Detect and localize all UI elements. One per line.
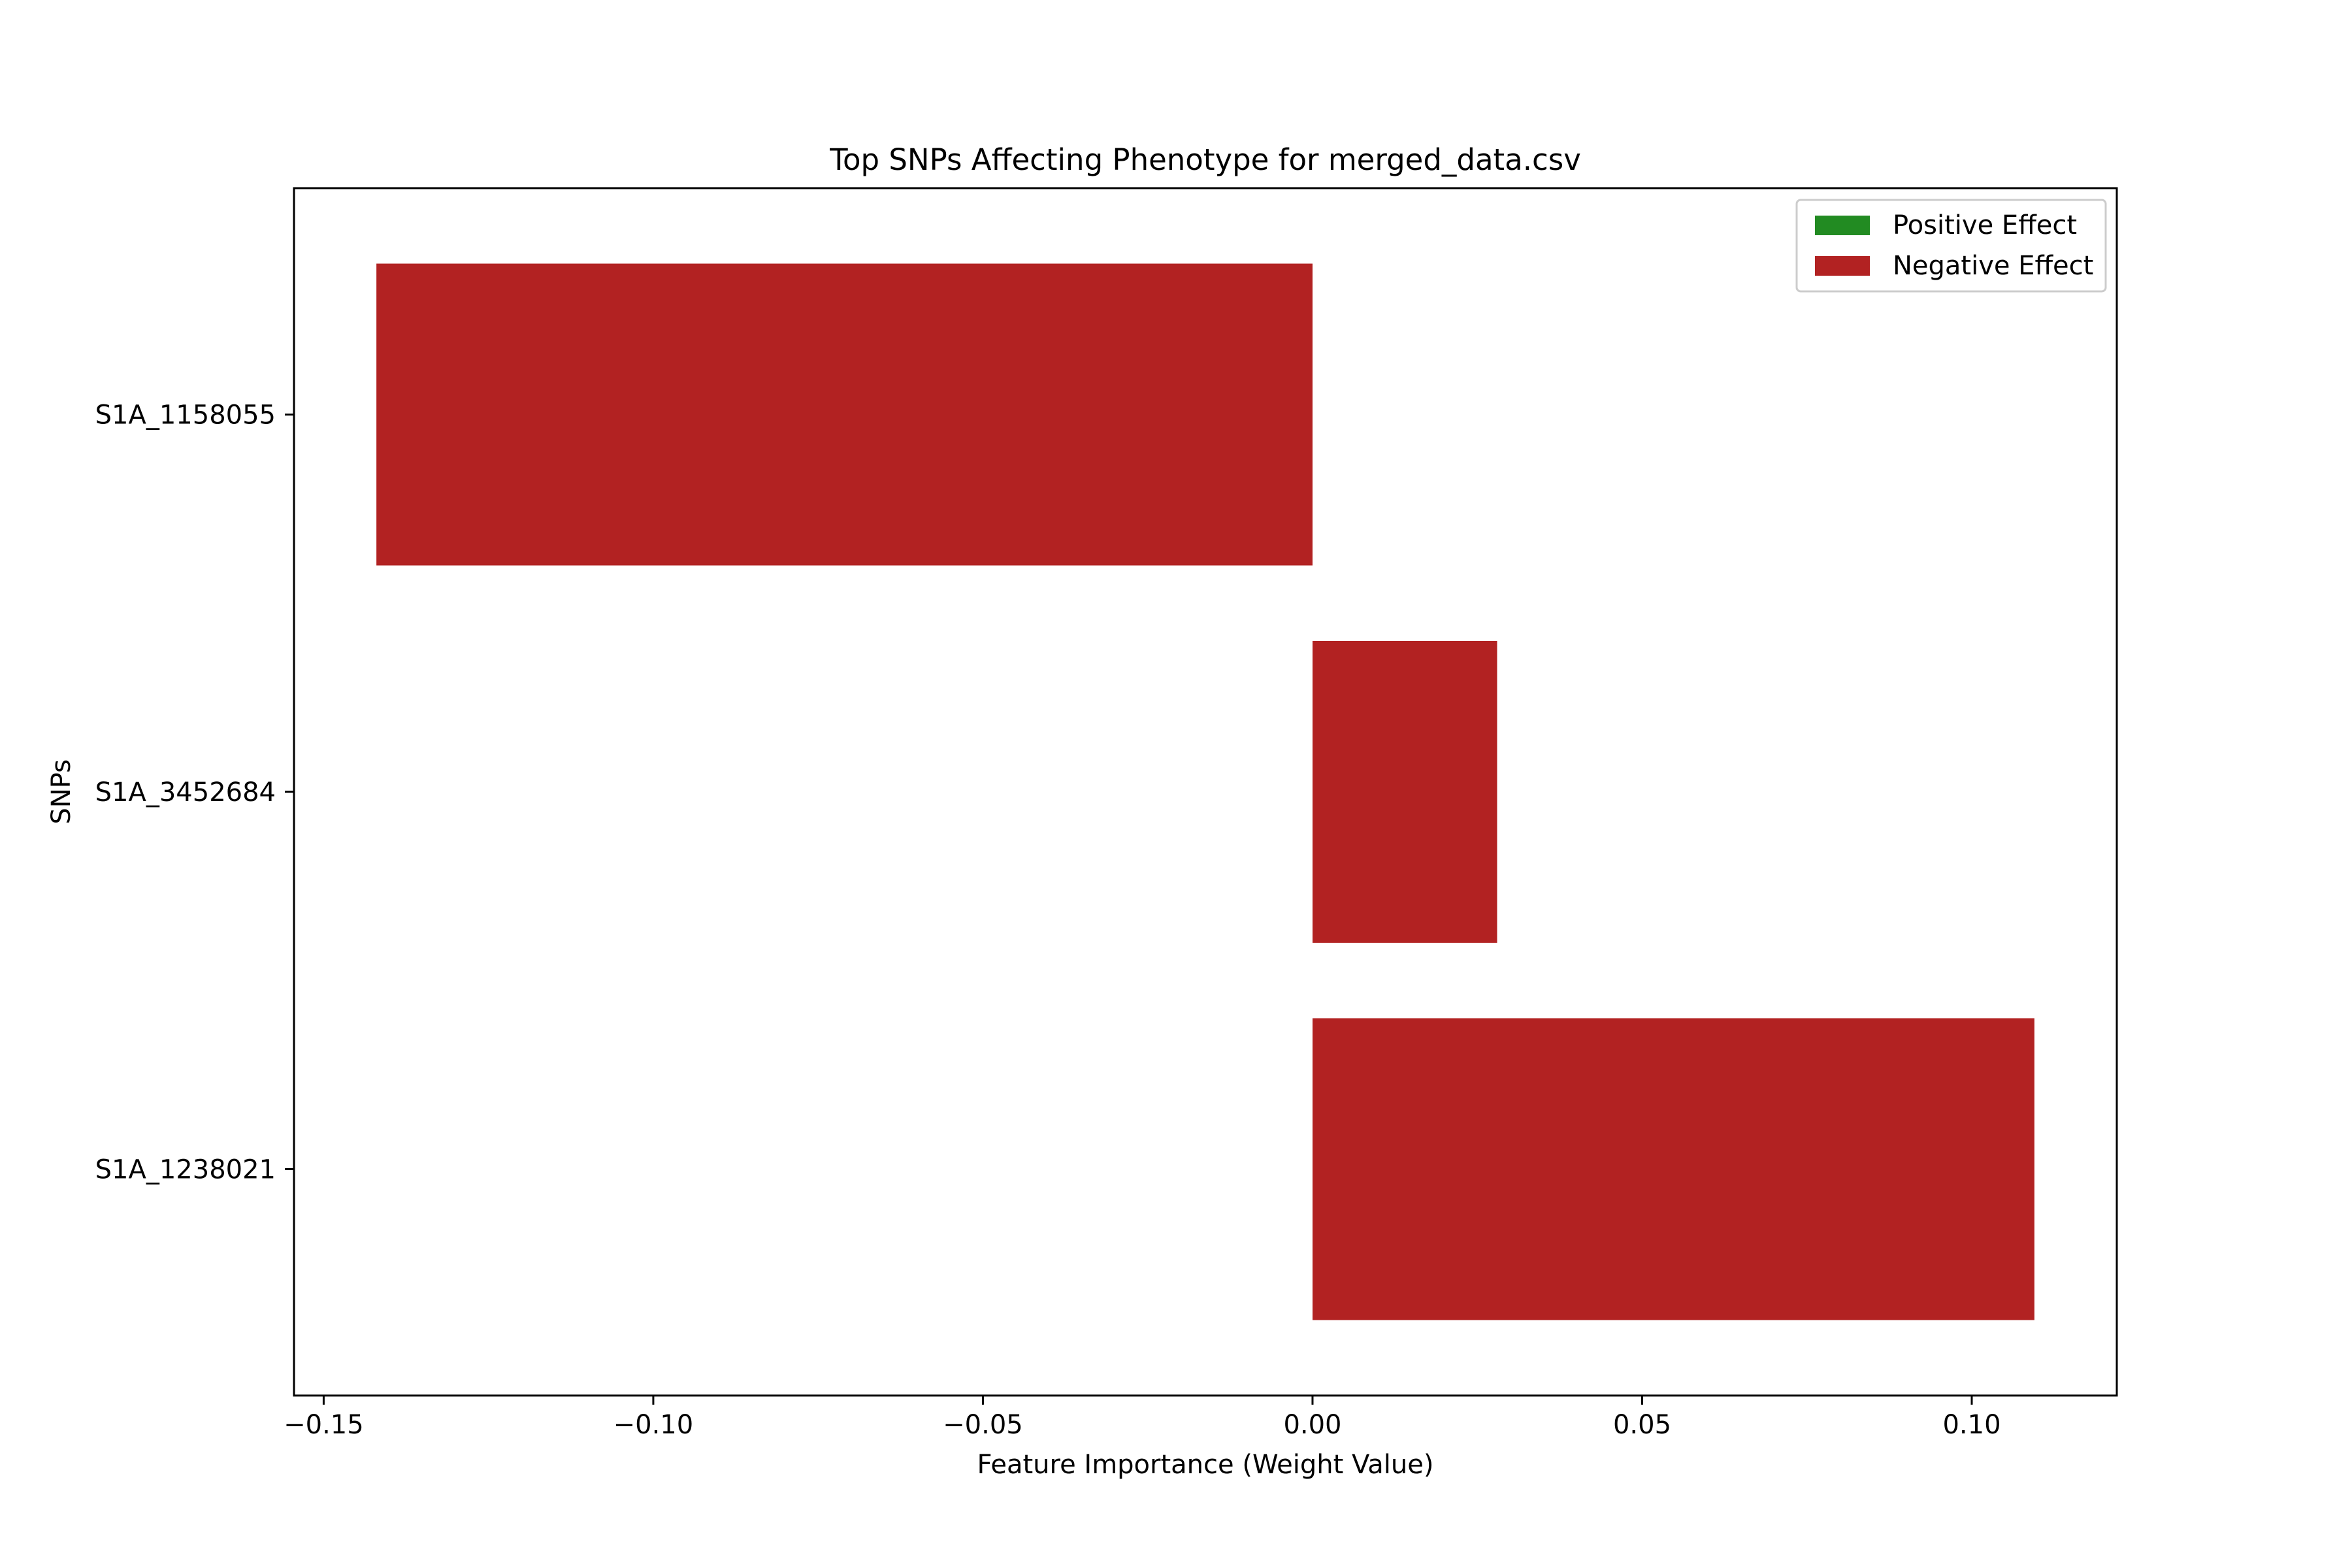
x-tick-label: −0.05 xyxy=(943,1410,1023,1440)
x-tick-label: 0.00 xyxy=(1283,1410,1341,1440)
x-tick-label: −0.10 xyxy=(613,1410,694,1440)
legend-label-negative: Negative Effect xyxy=(1893,251,2093,281)
x-tick-label: 0.05 xyxy=(1613,1410,1671,1440)
x-axis-label: Feature Importance (Weight Value) xyxy=(977,1450,1434,1480)
bar-S1A_1158055 xyxy=(376,263,1313,566)
bar-S1A_3452684 xyxy=(1312,641,1497,943)
bars-layer xyxy=(376,263,2034,1320)
y-tick-label: S1A_1238021 xyxy=(95,1155,276,1185)
chart-title: Top SNPs Affecting Phenotype for merged_… xyxy=(829,142,1581,177)
y-axis-label: SNPs xyxy=(46,759,76,825)
y-tick-label: S1A_3452684 xyxy=(95,777,276,808)
x-tick-label: −0.15 xyxy=(284,1410,364,1440)
x-tick-label: 0.10 xyxy=(1942,1410,2001,1440)
legend-box xyxy=(1795,199,2107,293)
y-tick-label: S1A_1158055 xyxy=(95,400,276,431)
y-axis-ticks: S1A_1158055 S1A_3452684 S1A_1238021 xyxy=(95,400,294,1185)
legend: Positive Effect Negative Effect xyxy=(1795,199,2107,293)
legend-swatch-positive xyxy=(1815,216,1870,235)
legend-swatch-negative xyxy=(1815,256,1870,276)
bar-S1A_1238021 xyxy=(1312,1018,2034,1320)
x-axis-ticks: −0.15 −0.10 −0.05 0.00 0.05 0.10 xyxy=(284,1396,2001,1440)
legend-label-positive: Positive Effect xyxy=(1893,210,2077,240)
